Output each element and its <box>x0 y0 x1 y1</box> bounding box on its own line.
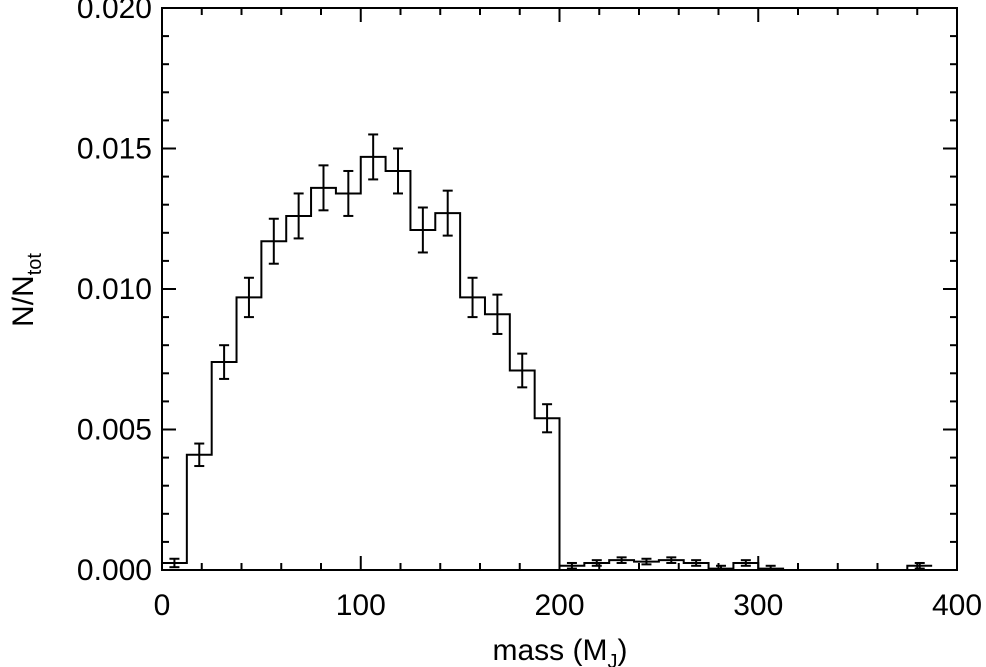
x-axis-title: mass (MJ) <box>493 634 628 667</box>
y-tick-label: 0.015 <box>77 133 152 166</box>
error-bar <box>542 403 553 434</box>
y-tick-label: 0.005 <box>77 414 152 447</box>
error-bar <box>641 557 652 566</box>
error-bar <box>517 352 528 389</box>
error-bar <box>467 276 478 319</box>
error-bar <box>616 556 627 564</box>
error-bar <box>492 293 503 335</box>
tick-labels: 0 100 200 300 400 0.000 0.005 0.010 0.015 0.020 <box>77 0 982 622</box>
error-bar <box>691 559 702 567</box>
error-bar <box>666 556 677 564</box>
error-bar <box>765 564 776 571</box>
error-bar <box>219 344 230 380</box>
error-bar <box>566 561 577 570</box>
error-bar <box>293 192 304 240</box>
y-tick-label: 0.010 <box>77 273 152 306</box>
error-bar <box>318 164 329 212</box>
x-tick-label: 100 <box>336 589 386 622</box>
error-bar <box>268 217 279 265</box>
error-bar <box>591 559 602 567</box>
error-bar <box>740 559 751 567</box>
error-bar <box>169 557 180 569</box>
error-bar <box>343 169 354 217</box>
y-tick-label: 0.020 <box>77 0 152 25</box>
error-bars <box>169 133 925 571</box>
error-bar <box>914 561 925 570</box>
error-bar <box>393 147 404 195</box>
axis-ticks <box>161 7 958 571</box>
error-bar <box>243 276 254 319</box>
error-bar <box>442 189 453 237</box>
error-bar <box>715 564 726 571</box>
y-tick-label: 0.000 <box>77 554 152 587</box>
y-axis-title: N/Ntot <box>7 253 46 327</box>
error-bar <box>417 206 428 254</box>
x-tick-label: 300 <box>733 589 783 622</box>
x-tick-label: 400 <box>932 589 982 622</box>
error-bar <box>368 133 379 181</box>
x-tick-label: 0 <box>154 589 171 622</box>
x-tick-label: 200 <box>534 589 584 622</box>
error-bar <box>194 442 205 468</box>
